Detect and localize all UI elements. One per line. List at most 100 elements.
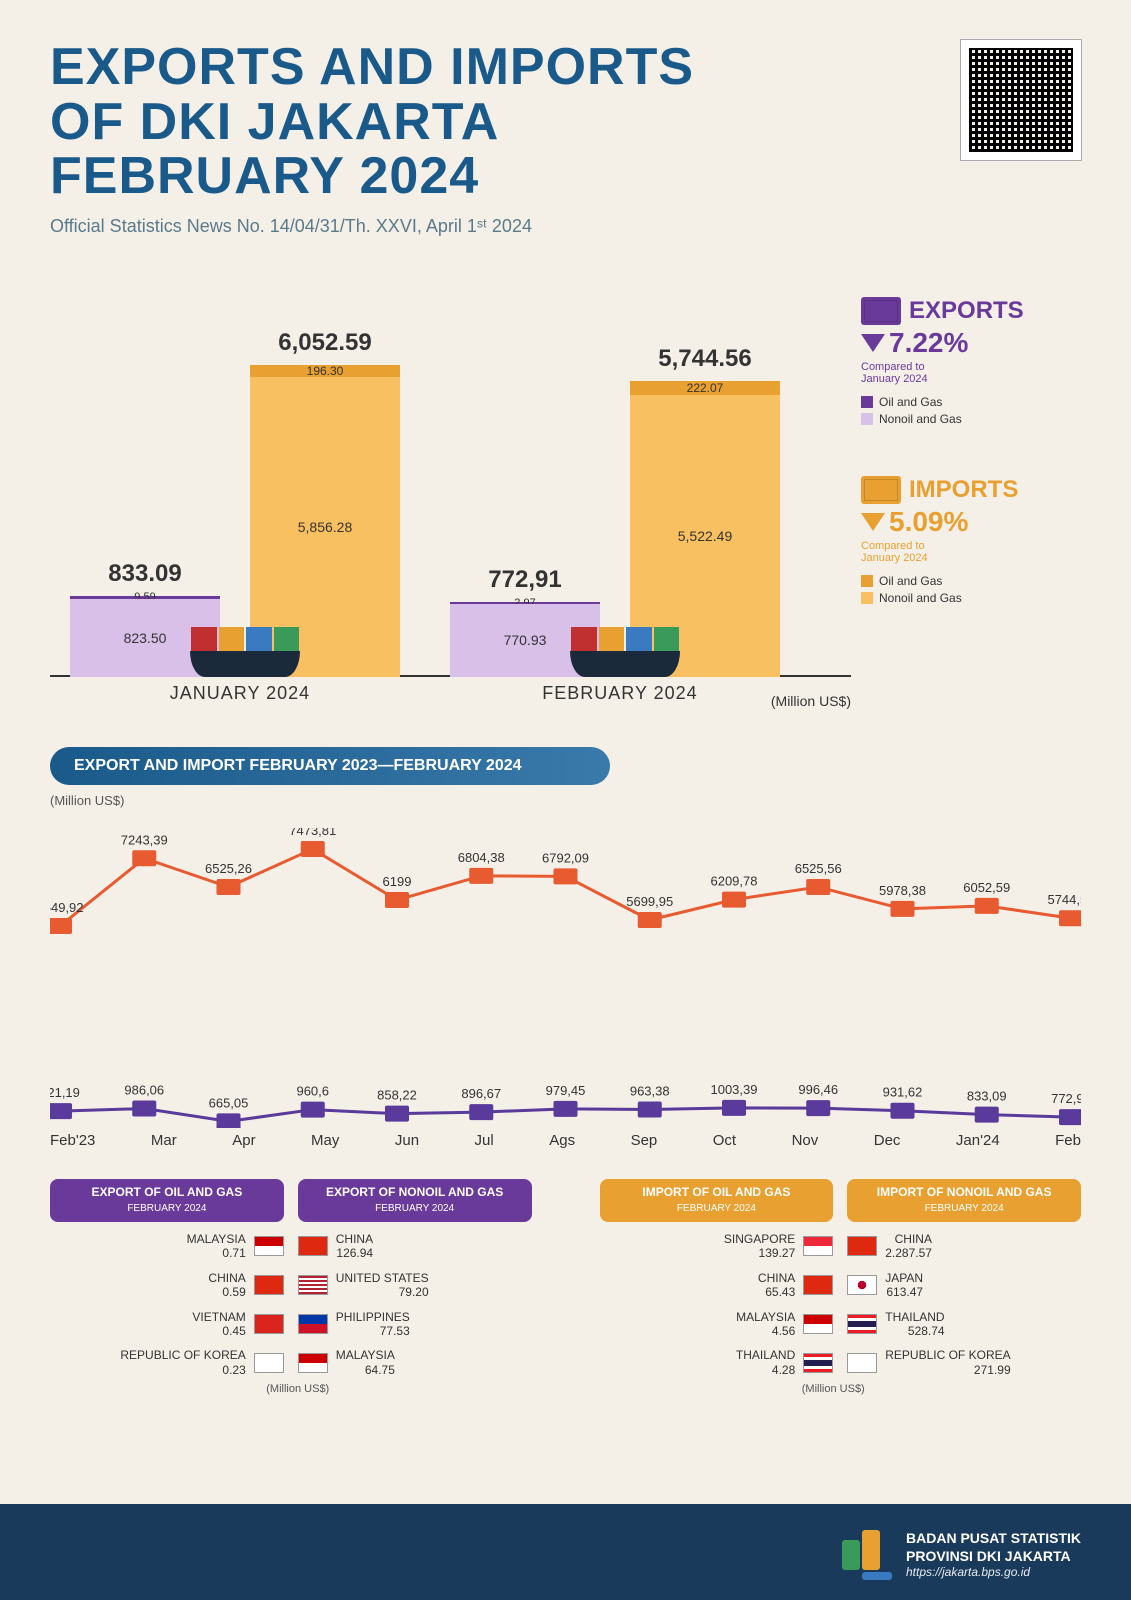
unit-label: (Million US$) [586,1383,1082,1395]
flag-icon [847,1275,877,1295]
marker-icon [975,898,999,914]
value-label: 6525,26 [205,861,252,876]
marker-icon [1059,910,1081,926]
bar-chart: 833.09 9.59 823.506,052.59 196.30 5,856.… [50,297,851,717]
value-label: 996,46 [798,1082,838,1097]
value-label: 5978,38 [879,883,926,898]
flag-icon [847,1314,877,1334]
marker-icon [638,1101,662,1117]
x-tick-label: Jul [475,1132,494,1149]
x-tick-label: May [311,1132,339,1149]
value-label: 6525,56 [795,861,842,876]
country-name: JAPAN613.47 [885,1271,923,1300]
marker-icon [385,892,409,908]
subtitle: Official Statistics News No. 14/04/31/Th… [50,216,1081,237]
value-label: 6199 [383,874,412,889]
country-row: CHINA65.43 [600,1271,834,1300]
marker-icon [806,879,830,895]
country-name: REPUBLIC OF KOREA0.23 [120,1348,245,1377]
country-row: PHILIPPINES77.53 [298,1310,532,1339]
stat-imports: IMPORTS 5.09% Compared to January 2024 O… [861,476,1081,605]
flag-icon [803,1236,833,1256]
country-row: REPUBLIC OF KOREA271.99 [847,1348,1081,1377]
value-label: 833,09 [967,1088,1007,1103]
country-row: THAILAND528.74 [847,1310,1081,1339]
flag-icon [254,1353,284,1373]
marker-icon [385,1105,409,1121]
value-label: 960,6 [296,1083,329,1098]
flag-icon [254,1236,284,1256]
country-name: MALAYSIA0.71 [187,1232,246,1261]
value-label: 858,22 [377,1087,417,1102]
x-tick-label: Apr [232,1132,255,1149]
country-panel: IMPORT OF OIL AND GASFEBRUARY 2024 SINGAP… [600,1179,834,1377]
panel-header: EXPORT OF OIL AND GASFEBRUARY 2024 [50,1179,284,1222]
bar-total: 772,91 [450,566,600,594]
flag-icon [803,1353,833,1373]
qr-code [961,40,1081,160]
country-panel: IMPORT OF NONOIL AND GASFEBRUARY 2024CHI… [847,1179,1081,1377]
x-tick-label: Ags [549,1132,575,1149]
panel-header: IMPORT OF OIL AND GASFEBRUARY 2024 [600,1179,834,1222]
x-tick-label: Feb'23 [50,1132,95,1149]
marker-icon [890,901,914,917]
value-label: 7243,39 [121,832,168,847]
marker-icon [301,841,325,857]
flag-icon [803,1275,833,1295]
ship-icon [570,617,680,677]
bar-total: 5,744.56 [630,345,780,373]
value-label: 1003,39 [710,1082,757,1097]
container-icon [861,476,901,504]
marker-icon [50,918,72,934]
country-name: REPUBLIC OF KOREA271.99 [885,1348,1010,1377]
legend-item: Oil and Gas [861,574,1081,588]
marker-icon [890,1103,914,1119]
country-row: THAILAND4.28 [600,1348,834,1377]
legend-item: Nonoil and Gas [861,591,1081,605]
x-tick-label: Sep [631,1132,658,1149]
marker-icon [216,879,240,895]
country-row: CHINA0.59 [50,1271,284,1300]
country-name: PHILIPPINES77.53 [336,1310,410,1339]
value-label: 6052,59 [963,880,1010,895]
marker-icon [216,1113,240,1128]
country-row: CHINA126.94 [298,1232,532,1261]
footer: BADAN PUSAT STATISTIK PROVINSI DKI JAKAR… [0,1510,1131,1600]
country-name: CHINA2.287.57 [885,1232,932,1261]
stat-exports: EXPORTS 7.22% Compared to January 2024 O… [861,297,1081,426]
flag-icon [847,1236,877,1256]
value-label: 986,06 [124,1082,164,1097]
country-row: MALAYSIA64.75 [298,1348,532,1377]
country-panel: EXPORT OF OIL AND GASFEBRUARY 2024 MALAYS… [50,1179,284,1377]
bar-total: 833.09 [70,560,220,588]
month-label: JANUARY 2024 [70,683,410,704]
marker-icon [132,850,156,866]
marker-icon [1059,1109,1081,1125]
marker-icon [553,1101,577,1117]
value-label: 6209,78 [710,873,757,888]
country-name: MALAYSIA4.56 [736,1310,795,1339]
marker-icon [722,891,746,907]
flag-icon [298,1236,328,1256]
value-label: 5744,56 [1047,892,1081,907]
value-label: 7473,81 [289,828,336,838]
marker-icon [469,868,493,884]
marker-icon [722,1100,746,1116]
value-label: 896,67 [461,1086,501,1101]
value-label: 772,91 [1051,1091,1081,1106]
bar-total: 6,052.59 [250,329,400,357]
country-row: SINGAPORE139.27 [600,1232,834,1261]
value-label: 931,62 [883,1085,923,1100]
x-tick-label: Feb [1055,1132,1081,1149]
x-tick-label: Oct [713,1132,736,1149]
value-label: 963,38 [630,1083,670,1098]
x-tick-label: Nov [792,1132,819,1149]
flag-icon [254,1314,284,1334]
flag-icon [298,1353,328,1373]
legend-item: Nonoil and Gas [861,412,1081,426]
value-label: 921,19 [50,1085,80,1100]
country-row: CHINA2.287.57 [847,1232,1081,1261]
value-label: 6792,09 [542,850,589,865]
marker-icon [50,1103,72,1119]
line-chart: 5549,927243,396525,267473,8161996804,386… [50,828,1081,1128]
